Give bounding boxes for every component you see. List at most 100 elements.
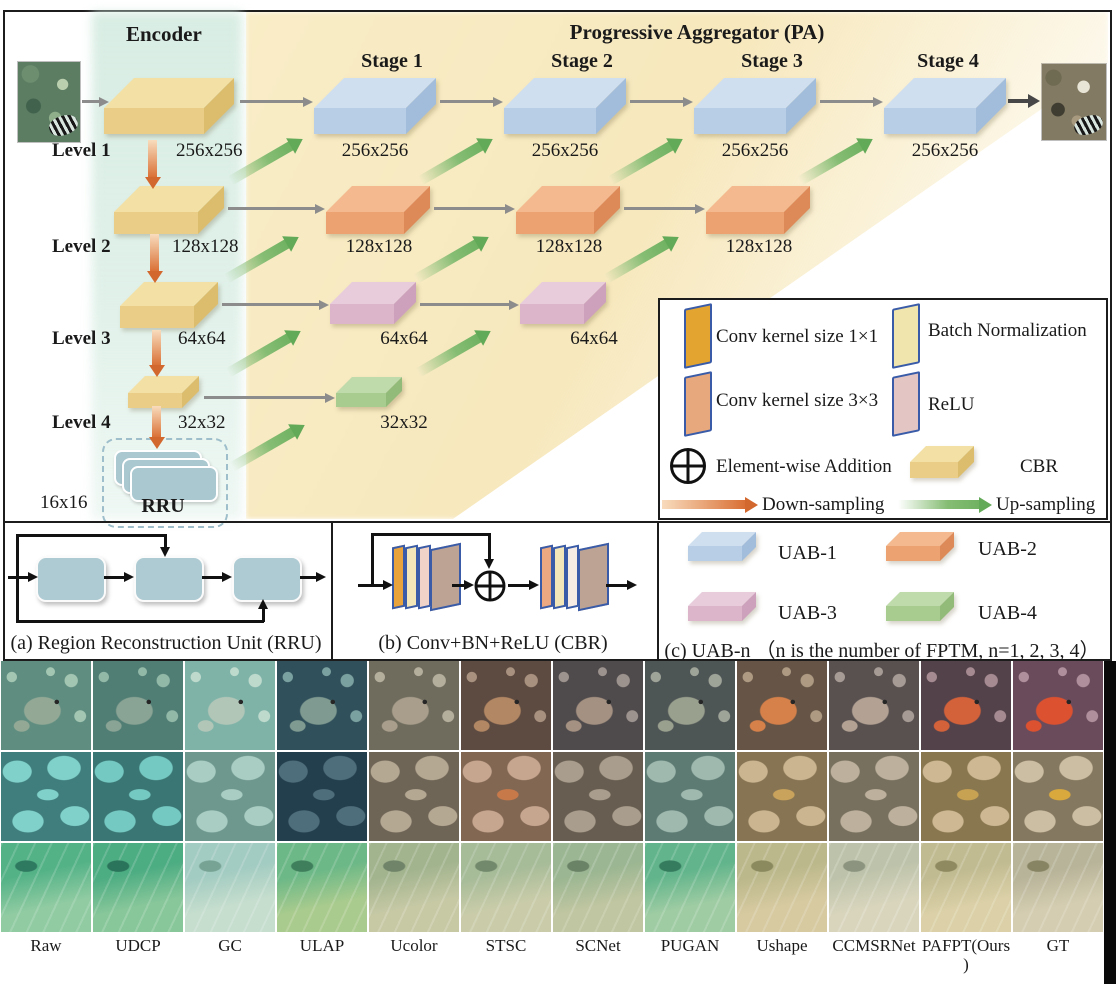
uab4-stage-1-size: 32x32 bbox=[380, 412, 428, 433]
encoder-level-1-cbr-block bbox=[104, 78, 234, 134]
image-starfish-ULAP bbox=[277, 752, 367, 841]
rru-block-2 bbox=[134, 556, 204, 602]
encoder-title: Encoder bbox=[126, 22, 202, 46]
method-label-udcp: UDCP bbox=[115, 936, 161, 955]
down-sampling-arrow-l1-l2 bbox=[148, 140, 157, 178]
element-wise-addition-label: Element-wise Addition bbox=[716, 456, 892, 477]
cbr-stack2-feature-plate bbox=[578, 542, 609, 612]
pa-title: Progressive Aggregator (PA) bbox=[569, 20, 825, 44]
level-4-size: 32x32 bbox=[178, 412, 226, 433]
uab1-legend-slab bbox=[688, 532, 756, 561]
uab1-stage-4-block bbox=[884, 78, 1006, 134]
rru-top-skip-arrowhead bbox=[160, 547, 170, 557]
level-4-label: Level 4 bbox=[52, 412, 111, 433]
cbr-input-line bbox=[358, 584, 386, 587]
rru-block-3 bbox=[232, 556, 302, 602]
uab2-stage-1-block bbox=[326, 186, 430, 234]
arrow-row2-stage1-to-stage2 bbox=[434, 207, 506, 210]
cbr-stack2-relu-plate bbox=[566, 544, 579, 610]
batch-norm-label: Batch Normalization bbox=[928, 320, 1087, 341]
level-3-label: Level 3 bbox=[52, 328, 111, 349]
image-fish-UDCP bbox=[93, 661, 183, 750]
uab3-stage-2-size: 64x64 bbox=[570, 328, 618, 349]
input-fish bbox=[46, 112, 80, 140]
stage-1-title: Stage 1 bbox=[361, 50, 423, 72]
encoder-level-3-cbr-block bbox=[120, 282, 218, 328]
rru-label: RRU bbox=[141, 495, 185, 517]
panel-c-caption: (c) UAB-n （n is the number of FPTM, n=1,… bbox=[664, 640, 1100, 662]
method-label-ushape: Ushape bbox=[756, 936, 808, 955]
stage-4-title: Stage 4 bbox=[917, 50, 979, 72]
image-seafloor-CCMSRNet bbox=[829, 843, 919, 932]
uab1-stage-4-size: 256x256 bbox=[911, 140, 979, 161]
uab1-stage-3-size: 256x256 bbox=[721, 140, 789, 161]
arrow-row1-stage1-to-stage2 bbox=[440, 100, 494, 103]
method-label-gt: GT bbox=[1046, 936, 1070, 955]
image-starfish-CCMSRNet bbox=[829, 752, 919, 841]
stage-3-title: Stage 3 bbox=[741, 50, 803, 72]
rru-block-1 bbox=[36, 556, 106, 602]
cbr-output-arrowhead bbox=[627, 580, 637, 590]
rru-size: 16x16 bbox=[40, 492, 88, 513]
cbr-skip-line bbox=[371, 533, 489, 536]
uab1-stage-1-block bbox=[314, 78, 436, 134]
image-starfish-Ushape bbox=[737, 752, 827, 841]
encoder-level-2-cbr-block bbox=[114, 186, 224, 234]
image-seafloor-GT bbox=[1013, 843, 1103, 932]
arrow-level3-to-stage1 bbox=[222, 303, 320, 306]
image-starfish-GC bbox=[185, 752, 275, 841]
uab3-stage-1-block bbox=[330, 282, 416, 324]
cbr-arrowhead-stack1-add bbox=[464, 580, 474, 590]
method-label-ulap: ULAP bbox=[299, 936, 345, 955]
image-starfish-PAFPTOurs bbox=[921, 752, 1011, 841]
conv3x3-label: Conv kernel size 3×3 bbox=[716, 390, 879, 411]
rru-input-arrowhead bbox=[28, 572, 38, 582]
method-labels-row: Raw UDCP GC ULAP Ucolor STSC SCNet PUGAN… bbox=[1, 936, 1103, 974]
arrow-row1-stage3-to-stage4 bbox=[820, 100, 874, 103]
uab1-stage-3-block bbox=[694, 78, 816, 134]
uab2-stage-2-size: 128x128 bbox=[535, 236, 603, 257]
rru-bottom-skip-riser bbox=[16, 577, 19, 622]
rru-bottom-skip-arrowhead bbox=[258, 599, 268, 609]
method-label-pafpt: PAFPT(Ours ) bbox=[921, 936, 1011, 975]
image-fish-CCMSRNet bbox=[829, 661, 919, 750]
rru-output-line bbox=[300, 576, 318, 579]
method-label-ccmsrnet: CCMSRNet bbox=[832, 936, 916, 955]
method-label-gc: GC bbox=[218, 936, 242, 955]
down-sampling-arrow-l3-l4 bbox=[152, 330, 161, 366]
legend-box bbox=[658, 298, 1108, 520]
conv1x1-label: Conv kernel size 1×1 bbox=[716, 326, 879, 347]
comparison-row-seafloor bbox=[1, 843, 1103, 932]
level-2-size: 128x128 bbox=[172, 236, 239, 257]
cbr-input-arrowhead bbox=[383, 580, 393, 590]
cbr-stack1-bn-plate bbox=[405, 544, 418, 610]
input-underwater-image bbox=[18, 62, 80, 142]
image-seafloor-GC bbox=[185, 843, 275, 932]
method-label-raw: Raw bbox=[30, 936, 62, 955]
uab4-label: UAB-4 bbox=[978, 602, 1037, 624]
arrow-level1-to-stage1 bbox=[240, 100, 304, 103]
cbr-arrowhead-add-stack2 bbox=[529, 580, 539, 590]
cbr-label: CBR bbox=[1020, 456, 1059, 477]
stage-2-title: Stage 2 bbox=[551, 50, 613, 72]
rru-input-line bbox=[8, 576, 30, 579]
cbr-skip-drop bbox=[488, 533, 491, 561]
image-starfish-PUGAN bbox=[645, 752, 735, 841]
image-seafloor-PUGAN bbox=[645, 843, 735, 932]
comparison-row-fish bbox=[1, 661, 1103, 750]
uab3-stage-2-block bbox=[520, 282, 606, 324]
cbr-line-add-stack2 bbox=[508, 584, 534, 587]
image-starfish-SCNet bbox=[553, 752, 643, 841]
down-sampling-arrow-l4-rru bbox=[152, 406, 161, 438]
method-label-pugan: PUGAN bbox=[660, 936, 720, 955]
image-seafloor-SCNet bbox=[553, 843, 643, 932]
rru-output-arrowhead bbox=[316, 572, 326, 582]
image-fish-ULAP bbox=[277, 661, 367, 750]
image-starfish-UDCP bbox=[93, 752, 183, 841]
level-1-size: 256x256 bbox=[176, 140, 243, 161]
method-label-ucolor: Ucolor bbox=[390, 936, 438, 955]
relu-label: ReLU bbox=[928, 394, 975, 415]
encoder-level-4-cbr-block bbox=[128, 376, 199, 408]
level-1-label: Level 1 bbox=[52, 140, 111, 161]
uab4-stage-1-block bbox=[336, 377, 402, 407]
